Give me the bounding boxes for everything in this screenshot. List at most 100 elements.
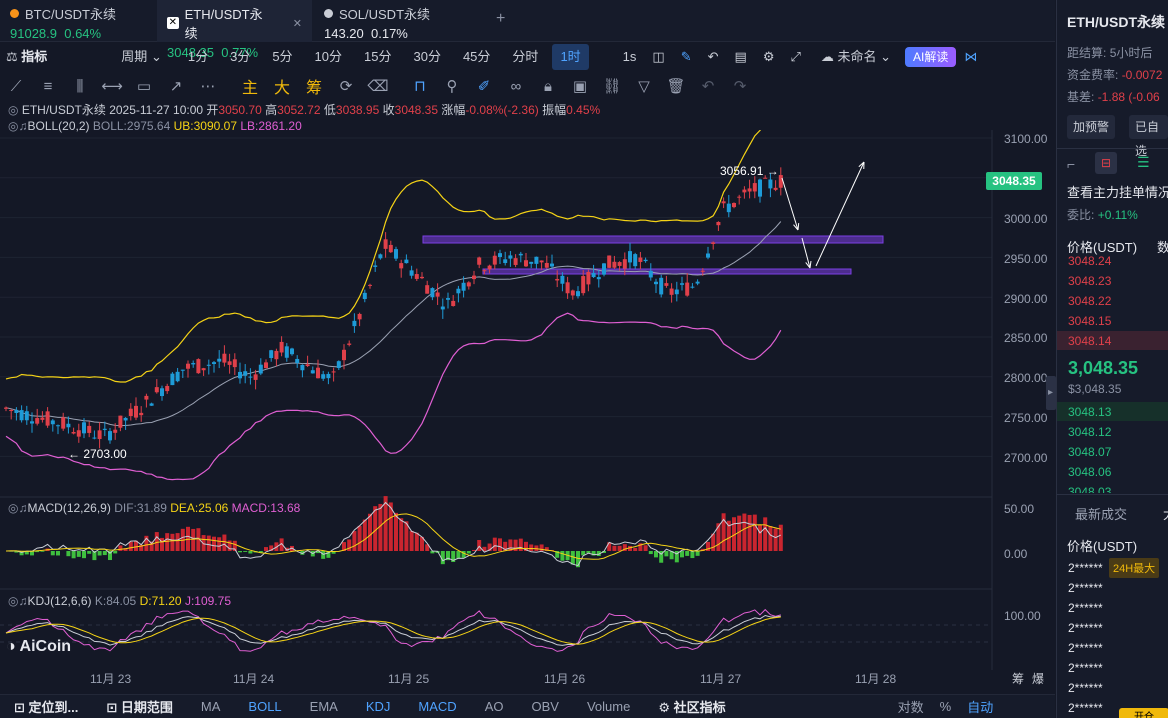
pencil-icon[interactable]: ✎ [680,49,692,64]
hide-icon[interactable]: ▣ [572,78,588,95]
bell-icon[interactable]: ♫ [18,119,28,133]
big-order-button[interactable]: 大 [273,80,290,97]
interval-3m[interactable]: 3分 [230,49,251,64]
chip-corner[interactable]: 筹 [1012,672,1025,686]
ask-price[interactable]: 3048.15 [1068,314,1112,328]
candle-body [607,255,612,268]
rectangle-icon[interactable]: ▭ [136,78,152,95]
interval-45m[interactable]: 45分 [462,49,491,64]
ask-price[interactable]: 3048.23 [1068,274,1112,288]
candle-body [264,362,268,369]
indicator-kdj[interactable]: KDJ [365,699,391,714]
undo-draw-icon[interactable]: ↶ [701,78,715,95]
layout-dropdown[interactable]: ☁ 未命名 ⌄ [813,44,899,70]
indicator-ma[interactable]: MA [200,699,221,714]
indicator-volume[interactable]: Volume [586,699,631,714]
interval-5m[interactable]: 5分 [272,49,293,64]
trash-icon[interactable]: 🗑︎ [666,78,686,95]
locate-button[interactable]: ⊡ 定位到... [0,697,92,716]
vertical-line-icon[interactable]: ⫼ [76,77,84,95]
sync-icon[interactable]: ⟳ [339,78,353,95]
community-indicators[interactable]: ⚙ 社区指标 [644,697,739,716]
collapse-icon[interactable]: ◎ [8,119,19,133]
auto-scale-toggle[interactable]: 自动 [967,700,994,715]
interval-timeline[interactable]: 分时 [512,49,539,64]
candle-body [45,411,50,426]
bell-icon[interactable]: ♫ [18,594,28,608]
trade-row: 2****** [1068,641,1103,655]
bell-icon[interactable]: ♫ [18,501,28,515]
interval-1m[interactable]: 1分 [187,49,209,64]
bid-price[interactable]: 3048.13 [1068,405,1112,419]
fullscreen-icon[interactable]: ⤢ [790,49,801,64]
interval-1h[interactable]: 1时 [552,44,589,70]
ask-price[interactable]: 3048.24 [1068,254,1112,268]
filter-icon[interactable]: ▽ [638,78,650,95]
ask-price[interactable]: 3048.14 [1068,334,1112,348]
template-icon[interactable]: ▤ [734,49,747,64]
date-range-button[interactable]: ⊡ 日期范围 [92,697,187,716]
magnet-icon[interactable]: ⊓ [414,78,426,95]
indicators-button[interactable]: ⚖ 指标 [0,44,55,70]
orderbook-link[interactable]: 查看主力挂单情况 [1067,185,1168,200]
price-chart[interactable] [0,130,1000,670]
indicator-macd[interactable]: MACD [418,699,457,714]
interval-1s[interactable]: 1s [622,49,637,64]
share-icon[interactable]: ⋈ [964,49,978,64]
undo-icon[interactable]: ↶ [707,49,719,64]
indicator-obv[interactable]: OBV [531,699,559,714]
tab-change: 0.64% [64,26,102,41]
interval-15m[interactable]: 15分 [364,49,392,64]
horizontal-line-icon[interactable]: ⟷ [101,78,123,95]
collapse-icon[interactable]: ◎ [8,501,19,515]
camera-icon[interactable]: ◫ [652,49,665,64]
arrow-icon[interactable]: ↗ [169,78,183,95]
lock-icon[interactable]: 🔒︎ [544,77,552,95]
tab-eth[interactable]: ✕ ETH/USDT永续 ✕ 3048.35 0.77% [157,0,312,60]
indicator-boll[interactable]: BOLL [248,699,282,714]
glasses-icon[interactable]: ∞ [510,77,522,95]
link-icon[interactable]: ⛓︎ [602,78,622,95]
main-force-button[interactable]: 主 [241,80,258,97]
period-dropdown[interactable]: 周期 ⌄ [113,44,170,70]
close-tab-icon[interactable]: ✕ [292,17,302,30]
collapse-icon[interactable]: ◎ [8,594,19,608]
latest-trades-tab[interactable]: 最新成交 [1075,507,1128,522]
add-tab-icon[interactable]: + [496,10,506,27]
bid-price[interactable]: 3048.03 [1068,485,1112,493]
book-layout-icon[interactable]: ⌐ [1067,156,1076,172]
open-position-button[interactable]: 开仓 [1119,708,1168,718]
liquidation-corner[interactable]: 爆 [1032,672,1045,686]
chip-button[interactable]: 筹 [305,80,322,97]
big-trades-tab[interactable]: 大 [1163,504,1168,523]
pen-icon[interactable]: ✐ [477,78,491,95]
redo-draw-icon[interactable]: ↷ [733,78,747,95]
ask-price[interactable]: 3048.22 [1068,294,1112,308]
percent-toggle[interactable]: % [939,699,952,714]
gear-icon[interactable]: ⚙ [762,49,775,64]
eraser-icon[interactable]: ⌫ [367,78,389,95]
close-label: 收 [382,103,395,117]
interval-10m[interactable]: 10分 [314,49,343,64]
ai-interpret-button[interactable]: AI解读 [905,47,957,67]
bid-price[interactable]: 3048.06 [1068,465,1112,479]
book-both-icon[interactable]: ⊟ [1095,152,1117,174]
parallel-icon[interactable]: ≡ [43,77,53,95]
bid-price[interactable]: 3048.12 [1068,425,1112,439]
eye-icon[interactable]: ◎ [8,103,19,117]
indicator-ema[interactable]: EMA [309,699,338,714]
tab-sol[interactable]: SOL/USDT永续 143.20 0.17% [314,0,474,42]
more-tools-icon[interactable]: ⋯ [200,78,216,95]
add-alert-button[interactable]: 加预警 [1067,115,1116,139]
tab-btc[interactable]: BTC/USDT永续 91028.9 0.64% [0,0,155,42]
panel-collapse-handle[interactable]: ▸ [1046,376,1056,410]
watchlist-button[interactable]: 已自选 [1129,115,1168,158]
macd-bar [638,543,643,551]
bid-price[interactable]: 3048.07 [1068,445,1112,459]
book-list-icon[interactable]: ☰ [1137,154,1150,170]
trendline-icon[interactable]: ⟋ [10,77,22,95]
log-scale-toggle[interactable]: 对数 [897,700,924,715]
ruler-icon[interactable]: ⚲ [446,78,458,95]
indicator-ao[interactable]: AO [484,699,504,714]
interval-30m[interactable]: 30分 [413,49,441,64]
